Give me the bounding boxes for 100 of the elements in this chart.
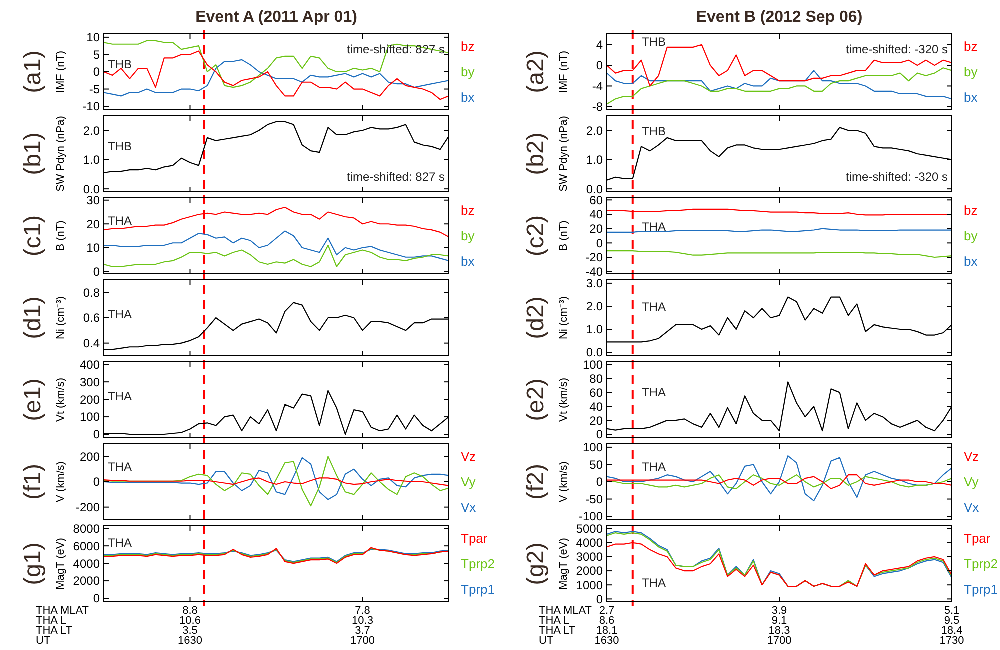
text: Vx bbox=[461, 500, 477, 515]
annotation: time-shifted: -320 s bbox=[846, 42, 948, 56]
line-series bbox=[104, 59, 449, 97]
y-tick-label: 100 bbox=[582, 358, 604, 372]
y-tick-label: 0.0 bbox=[83, 182, 100, 196]
y-tick-label: 0.8 bbox=[83, 286, 100, 300]
y-tick-label: 100 bbox=[80, 410, 100, 424]
y-tick-label: 5 bbox=[93, 48, 100, 62]
series-label: by bbox=[964, 64, 978, 80]
annotation: THA bbox=[108, 307, 132, 322]
y-axis-title: MagT (eV) bbox=[55, 538, 67, 590]
series-label: by bbox=[964, 228, 978, 244]
text: bz bbox=[461, 39, 475, 54]
x-axis-title: THA MLAT THA L THA LT UT bbox=[539, 605, 592, 647]
text: (b1) bbox=[19, 132, 46, 176]
y-axis-title: IMF (nT) bbox=[55, 50, 67, 94]
line-series bbox=[104, 244, 449, 268]
x-tick-label: 1700 bbox=[350, 635, 375, 647]
series-label: by bbox=[461, 64, 476, 80]
text: Tprp1 bbox=[461, 582, 495, 597]
y-tick-label: 100 bbox=[582, 440, 604, 455]
annotation: THB bbox=[108, 140, 132, 154]
y-tick-label: 0 bbox=[93, 592, 100, 606]
series-label: bx bbox=[964, 90, 978, 105]
text: 3.9 bbox=[772, 605, 788, 617]
series-label: by bbox=[461, 228, 476, 244]
annotation: time-shifted: -320 s bbox=[846, 170, 948, 184]
line-series bbox=[104, 478, 449, 486]
y-tick-label: 30 bbox=[86, 194, 100, 208]
annotation: THB bbox=[642, 124, 666, 138]
y-axis-title: B (nT) bbox=[558, 220, 570, 252]
y-tick-label: 60 bbox=[590, 386, 604, 400]
y-tick-label: 0 bbox=[93, 264, 100, 279]
line-series bbox=[607, 456, 952, 502]
annotation: THA bbox=[108, 389, 132, 404]
y-tick-label: 10 bbox=[86, 241, 100, 256]
series-label: Vy bbox=[461, 474, 476, 490]
series-label: bz bbox=[964, 39, 978, 54]
text: bx bbox=[964, 254, 978, 269]
text: 3.7 bbox=[355, 625, 370, 637]
annotation: THA bbox=[642, 386, 666, 400]
annotation: THB bbox=[642, 34, 666, 49]
line-series bbox=[607, 44, 952, 87]
text: (f2) bbox=[522, 464, 550, 500]
y-tick-label: -50 bbox=[586, 492, 604, 506]
chart-title: Event A (2011 Apr 01) bbox=[196, 9, 358, 26]
text: (d1) bbox=[19, 296, 46, 340]
line-series bbox=[104, 230, 449, 262]
text: (g1) bbox=[19, 542, 46, 586]
annotation: THA bbox=[108, 536, 132, 550]
text: 10.3 bbox=[352, 615, 374, 627]
y-axis-title: SW Pdyn (nPa) bbox=[558, 116, 570, 192]
y-tick-label: 1.0 bbox=[83, 153, 100, 168]
y-tick-label: 0 bbox=[93, 65, 100, 80]
text: 9.1 bbox=[772, 615, 788, 627]
y-axis-title: B (nT) bbox=[55, 220, 67, 252]
x-tick-label: 1630 bbox=[178, 635, 202, 647]
y-axis-title: V (km/s) bbox=[55, 462, 67, 502]
series-label: Vz bbox=[964, 449, 980, 464]
y-tick-label: 200 bbox=[80, 392, 100, 407]
y-tick-label: 2.0 bbox=[586, 300, 604, 314]
y-tick-label: 0 bbox=[596, 592, 604, 606]
y-axis-title: V (km/s) bbox=[558, 462, 570, 502]
y-tick-label: 20 bbox=[86, 217, 100, 232]
y-tick-label: 40 bbox=[590, 208, 604, 222]
text: (d2) bbox=[522, 296, 550, 340]
y-tick-label: 5000 bbox=[576, 522, 604, 536]
y-tick-label: 200 bbox=[80, 450, 100, 464]
y-tick-label: 20 bbox=[590, 414, 604, 428]
y-tick-label: 300 bbox=[80, 375, 100, 390]
chart-title: Event B (2012 Sep 06) bbox=[696, 9, 863, 26]
y-tick-label: 1.0 bbox=[586, 153, 604, 168]
y-tick-label: -200 bbox=[76, 500, 100, 515]
series-label: Tpar bbox=[964, 531, 992, 546]
text: 7.8 bbox=[355, 605, 370, 617]
y-tick-label: 400 bbox=[80, 358, 100, 372]
series-label: Tprp2 bbox=[461, 556, 495, 572]
y-tick-label: -8 bbox=[592, 100, 604, 114]
y-tick-label: -40 bbox=[586, 265, 604, 280]
line-series bbox=[607, 250, 952, 258]
line-series bbox=[607, 542, 952, 588]
text: (f1) bbox=[19, 464, 46, 500]
y-tick-label: 4000 bbox=[576, 536, 604, 550]
text: 3.5 bbox=[182, 625, 198, 637]
y-tick-label: 2.0 bbox=[586, 124, 604, 138]
text: 18.4 bbox=[941, 625, 963, 637]
text: (b2) bbox=[522, 132, 550, 176]
y-tick-label: -100 bbox=[578, 510, 604, 524]
y-tick-label: 0.4 bbox=[83, 336, 100, 351]
annotation: THA bbox=[108, 460, 132, 474]
y-tick-label: 0 bbox=[596, 428, 604, 442]
series-label: bz bbox=[461, 203, 475, 218]
text: Vx bbox=[964, 500, 980, 515]
y-tick-label: 80 bbox=[590, 372, 604, 386]
line-series bbox=[104, 40, 449, 88]
y-tick-label: 2000 bbox=[73, 574, 100, 588]
x-tick-label: 1730 bbox=[940, 635, 964, 647]
y-axis-title: SW Pdyn (nPa) bbox=[55, 116, 67, 192]
x-axis-title: THA MLAT THA L THA LT UT bbox=[36, 605, 90, 647]
line-series bbox=[607, 70, 952, 100]
